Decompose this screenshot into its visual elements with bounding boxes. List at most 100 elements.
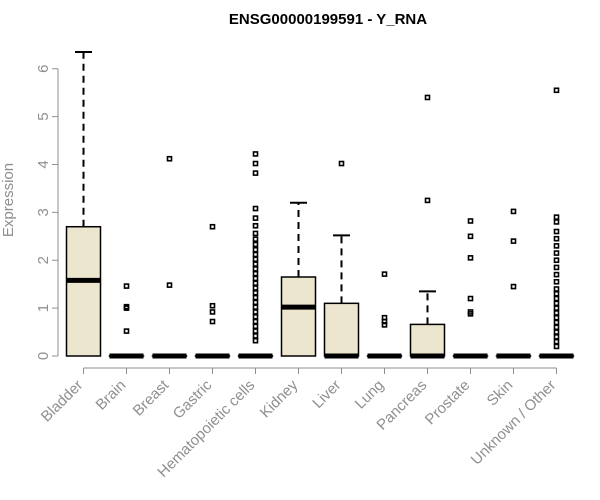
outlier-point <box>252 275 259 282</box>
outlier-point <box>252 215 259 221</box>
outlier-point <box>252 285 259 291</box>
outlier-point <box>252 160 259 167</box>
outlier-point <box>338 160 345 167</box>
x-tick-label: Liver <box>309 377 344 412</box>
x-tick-label: Lung <box>352 377 388 413</box>
outlier-point <box>553 214 560 220</box>
outlier-point <box>252 251 259 258</box>
outlier-point <box>553 219 560 225</box>
x-tick-label: Brain <box>93 377 130 414</box>
outlier-point <box>553 250 560 256</box>
outlier-point <box>553 286 560 292</box>
y-tick-label: 3 <box>35 208 52 216</box>
box-group <box>151 155 188 359</box>
y-tick-label: 5 <box>35 112 52 120</box>
outlier-point <box>252 266 259 272</box>
outlier-point <box>553 271 560 278</box>
outlier-point <box>252 337 259 344</box>
outlier-point <box>252 205 259 212</box>
outlier-point <box>467 295 474 302</box>
box <box>409 323 446 357</box>
box-group <box>538 87 575 359</box>
box <box>280 276 317 357</box>
y-tick-label: 4 <box>35 160 52 168</box>
plot-area <box>65 50 575 359</box>
outlier-point <box>553 235 560 242</box>
outlier-point <box>467 233 474 240</box>
outlier-point <box>252 246 259 253</box>
x-tick-label: Prostate <box>422 377 474 429</box>
outlier-point <box>252 151 259 157</box>
outlier-point <box>381 271 388 277</box>
outlier-point <box>123 283 130 289</box>
outlier-point <box>553 324 560 331</box>
y-tick-label: 2 <box>35 256 52 264</box>
y-tick-label: 1 <box>35 304 52 312</box>
outlier-point <box>553 343 560 350</box>
outlier-point <box>252 280 259 287</box>
outlier-point <box>553 264 560 271</box>
y-axis: 0 1 2 3 4 5 6 <box>35 65 59 360</box>
outlier-point <box>510 208 517 215</box>
outlier-point <box>510 283 517 290</box>
outlier-point <box>123 328 130 334</box>
box-group <box>194 223 231 359</box>
outlier-point <box>252 304 259 310</box>
outlier-point <box>252 222 259 229</box>
outlier-point <box>467 218 474 224</box>
outlier-point <box>553 228 560 235</box>
outlier-point <box>252 170 259 176</box>
outlier-point <box>553 338 560 345</box>
outlier-point <box>252 333 259 339</box>
box <box>323 302 360 357</box>
outlier-point <box>424 94 431 101</box>
outlier-point <box>553 300 560 307</box>
box-group <box>366 271 403 359</box>
outlier-point <box>553 334 560 340</box>
outlier-point <box>553 243 560 249</box>
x-tick-label: Bladder <box>38 377 87 426</box>
outlier-point <box>123 305 130 311</box>
x-tick-label: Skin <box>484 377 517 410</box>
outlier-point <box>553 257 560 264</box>
outlier-point <box>252 313 259 320</box>
box-group <box>323 160 360 359</box>
y-tick-label: 0 <box>35 352 52 360</box>
outlier-point <box>252 323 259 330</box>
outlier-point <box>467 255 474 261</box>
outlier-point <box>381 322 388 328</box>
outlier-point <box>553 87 560 94</box>
outlier-point <box>553 319 560 326</box>
outlier-point <box>553 290 560 297</box>
outlier-point <box>553 329 560 335</box>
outlier-point <box>424 197 431 204</box>
box-group <box>108 283 145 359</box>
outlier-point <box>252 318 259 325</box>
outlier-point <box>252 241 259 248</box>
outlier-point <box>553 310 560 316</box>
outlier-point <box>510 238 517 244</box>
outlier-point <box>467 311 474 317</box>
outlier-point <box>252 230 259 237</box>
box-group <box>65 50 102 357</box>
outlier-point <box>252 289 259 296</box>
outlier-point <box>252 256 259 263</box>
outlier-point <box>252 309 259 315</box>
outlier-point <box>252 270 259 277</box>
x-tick-label: Breast <box>130 376 173 419</box>
outlier-point <box>252 299 259 306</box>
x-tick-label: Kidney <box>257 376 302 421</box>
outlier-point <box>209 302 216 309</box>
box <box>65 225 102 357</box>
outlier-point <box>252 236 259 242</box>
box-group <box>452 218 489 359</box>
outlier-point <box>553 295 560 302</box>
outlier-point <box>209 309 216 315</box>
outlier-point <box>209 318 216 325</box>
outlier-point <box>166 155 173 162</box>
outlier-point <box>209 223 216 230</box>
outlier-point <box>166 282 173 288</box>
outlier-point <box>553 278 560 285</box>
box-group <box>237 151 274 359</box>
